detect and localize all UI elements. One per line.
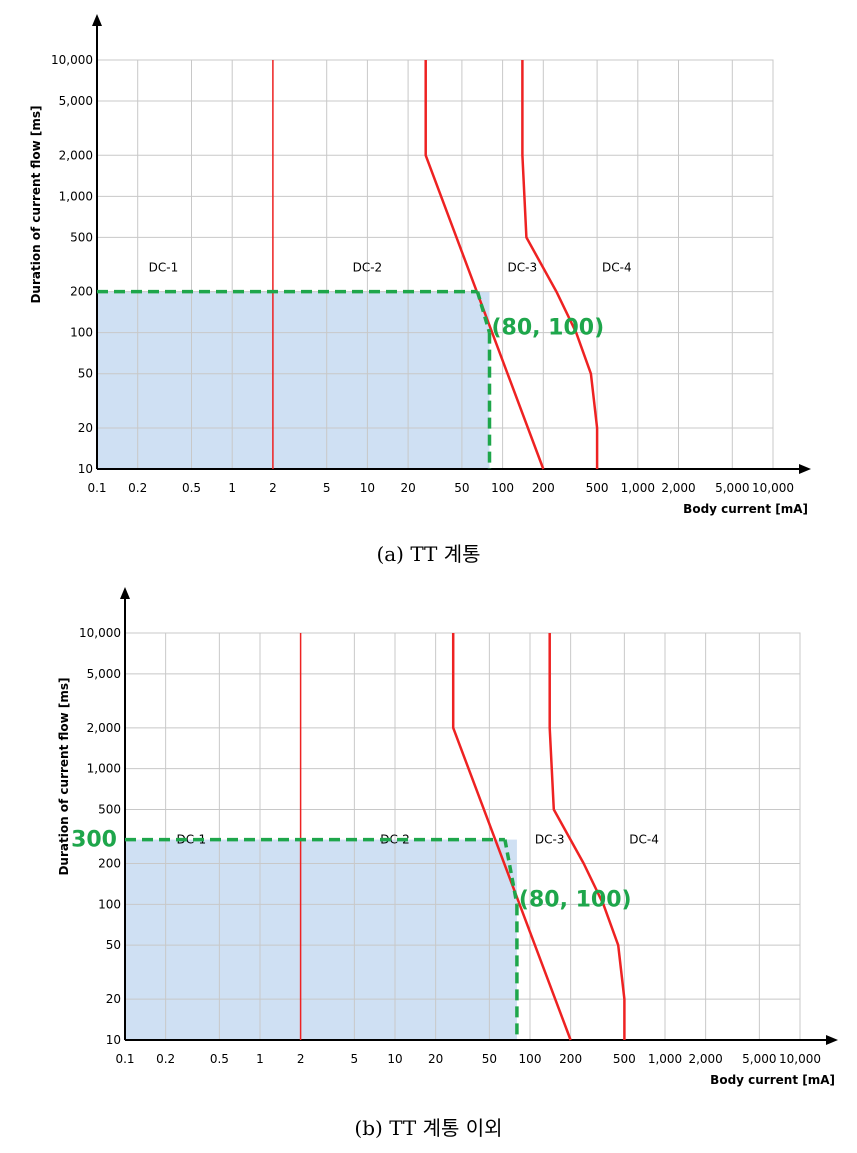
zone-label: DC-3 [535, 833, 565, 847]
y-tick-label: 1,000 [87, 762, 121, 776]
x-tick-label: 0.2 [156, 1052, 175, 1066]
x-tick-label: 2,000 [661, 481, 695, 495]
boundary-curve-c [548, 633, 626, 1040]
x-tick-label: 20 [400, 481, 415, 495]
boundary-curve-c [521, 60, 599, 469]
y-tick-label: 100 [98, 897, 121, 911]
x-axis-label: Body current [mA] [683, 502, 808, 516]
zone-label: DC-4 [629, 833, 659, 847]
x-tick-label: 200 [532, 481, 555, 495]
x-tick-label: 0.5 [210, 1052, 229, 1066]
shaded-region [125, 839, 517, 1040]
y-marker-label: 300 [71, 828, 117, 853]
x-axis-arrow [826, 1035, 838, 1045]
y-tick-label: 5,000 [59, 94, 93, 108]
x-tick-label: 1 [228, 481, 236, 495]
x-tick-label: 1 [256, 1052, 264, 1066]
y-axis-arrow [120, 587, 130, 599]
boundary-curve-b [424, 60, 545, 470]
y-tick-label: 10 [106, 1033, 121, 1047]
y-axis-label: Duration of current flow [ms] [57, 677, 71, 875]
x-tick-label: 50 [454, 481, 469, 495]
x-tick-label: 10 [387, 1052, 402, 1066]
x-tick-label: 0.1 [87, 481, 106, 495]
y-tick-label: 200 [98, 856, 121, 870]
highlight-point-label: (80, 100) [491, 316, 604, 341]
boundary-curve-b [451, 633, 572, 1041]
x-tick-label: 500 [613, 1052, 636, 1066]
zone-label: DC-4 [602, 261, 632, 275]
x-tick-label: 10 [360, 481, 375, 495]
x-tick-label: 5 [323, 481, 331, 495]
shaded-region [97, 291, 490, 469]
y-tick-label: 5,000 [87, 667, 121, 681]
x-tick-label: 5 [351, 1052, 359, 1066]
x-axis-label: Body current [mA] [710, 1073, 835, 1087]
y-axis-label: Duration of current flow [ms] [29, 105, 43, 303]
dashed-limit-diagonal [503, 839, 519, 905]
y-tick-label: 50 [78, 367, 93, 381]
x-tick-label: 1,000 [621, 481, 655, 495]
y-tick-label: 10,000 [51, 53, 93, 67]
dashed-limit-diagonal [475, 291, 492, 334]
y-tick-label: 10 [78, 462, 93, 476]
zone-label: DC-1 [149, 261, 179, 275]
y-tick-label: 2,000 [87, 721, 121, 735]
chart-a: 0.1 0.2 0.5 1 2 5 10 20 50 100 200 500 1,000 2,000 5,0… [0, 0, 857, 566]
x-tick-label: 10,000 [779, 1052, 821, 1066]
x-tick-label: 2 [269, 481, 277, 495]
x-tick-label: 100 [491, 481, 514, 495]
y-tick-label: 500 [70, 230, 93, 244]
x-axis-arrow [799, 464, 811, 474]
x-tick-label: 0.1 [115, 1052, 134, 1066]
zone-label: DC-2 [380, 833, 410, 847]
y-tick-label: 100 [70, 326, 93, 340]
x-tick-label: 50 [482, 1052, 497, 1066]
zone-label: DC-1 [177, 833, 207, 847]
y-tick-label: 200 [70, 285, 93, 299]
x-tick-label: 1,000 [648, 1052, 682, 1066]
y-tick-label: 20 [106, 992, 121, 1006]
zone-label: DC-3 [508, 261, 538, 275]
x-tick-label: 5,000 [715, 481, 749, 495]
x-tick-label: 2 [297, 1052, 305, 1066]
chart-a-caption: (a) TT 계통 [376, 542, 481, 566]
x-tick-label: 10,000 [752, 481, 794, 495]
y-tick-label: 500 [98, 803, 121, 817]
zone-label: DC-2 [353, 261, 383, 275]
chart-a-plot: 0.1 0.2 0.5 1 2 5 10 20 50 100 200 500 1,000 2,000 5,0… [29, 14, 811, 516]
y-tick-label: 50 [106, 938, 121, 952]
chart-b-plot: 0.1 0.2 0.5 1 2 5 10 20 50 100 200 500 1,000 2,000 5,0… [57, 587, 838, 1087]
x-tick-label: 200 [559, 1052, 582, 1066]
y-tick-label: 1,000 [59, 189, 93, 203]
highlight-point-label: (80, 100) [519, 887, 632, 912]
x-tick-label: 500 [586, 481, 609, 495]
x-tick-label: 100 [519, 1052, 542, 1066]
x-tick-label: 0.2 [128, 481, 147, 495]
y-axis-arrow [92, 14, 102, 26]
x-tick-label: 0.5 [182, 481, 201, 495]
chart-b: 0.1 0.2 0.5 1 2 5 10 20 50 100 200 500 1,000 2,000 5,0… [0, 575, 857, 1153]
x-tick-label: 2,000 [688, 1052, 722, 1066]
y-tick-label: 20 [78, 421, 93, 435]
y-tick-label: 2,000 [59, 148, 93, 162]
x-tick-label: 5,000 [742, 1052, 776, 1066]
chart-b-caption: (b) TT 계통 이외 [354, 1116, 503, 1140]
x-tick-label: 20 [428, 1052, 443, 1066]
y-tick-label: 10,000 [79, 626, 121, 640]
